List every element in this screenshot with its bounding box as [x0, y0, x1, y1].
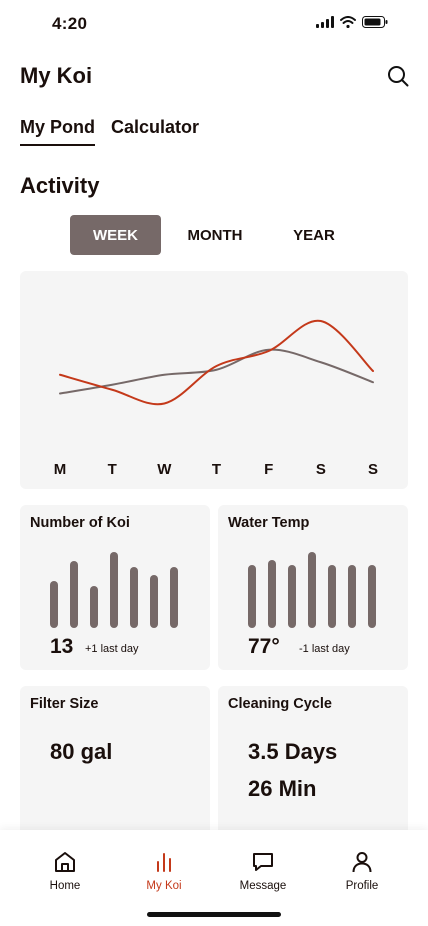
profile-icon [352, 852, 372, 873]
nav-profile[interactable]: Profile [322, 850, 402, 892]
nav-home-label: Home [49, 880, 81, 892]
app-header: My Koi [20, 60, 410, 94]
stat-bar [170, 567, 178, 628]
x-tick-label: S [316, 461, 326, 478]
x-tick-label: T [108, 461, 117, 478]
cleaning-cycle-title: Cleaning Cycle [228, 696, 332, 712]
tab-my-pond[interactable]: My Pond [20, 114, 95, 146]
x-tick-label: F [264, 461, 273, 478]
nav-message[interactable]: Message [223, 850, 303, 892]
nav-my-koi[interactable]: My Koi [124, 850, 204, 892]
nav-home[interactable]: Home [25, 850, 105, 892]
home-icon [55, 852, 75, 872]
pond-tabs: My Pond Calculator [20, 114, 199, 146]
cleaning-minutes-value: 26 Min [248, 776, 317, 801]
stat-bar [130, 567, 138, 628]
nav-message-label: Message [239, 880, 287, 892]
nav-my-koi-label: My Koi [146, 880, 182, 892]
stat-bar [150, 575, 158, 628]
cleaning-days-value: 3.5 Days [248, 739, 338, 764]
koi-count-value: 13 [50, 635, 74, 658]
home-indicator [147, 912, 281, 917]
period-selector: WEEK MONTH YEAR [70, 215, 359, 255]
x-tick-label: T [212, 461, 221, 478]
tab-calculator[interactable]: Calculator [111, 117, 200, 137]
status-icons [316, 16, 388, 28]
wifi-icon [340, 16, 356, 28]
bottom-nav: Home My Koi Message Profile [0, 830, 428, 926]
nav-profile-label: Profile [345, 880, 379, 892]
stat-bar [288, 565, 296, 628]
stat-bar [368, 565, 376, 628]
bar-chart-icon [157, 853, 171, 872]
x-tick-label: S [368, 461, 378, 478]
filter-size-title: Filter Size [30, 696, 99, 712]
stat-bar [248, 565, 256, 628]
stat-bar [90, 586, 98, 628]
stat-bar [110, 552, 118, 628]
battery-icon [362, 16, 388, 28]
page-title: My Koi [20, 63, 93, 88]
stat-bar [308, 552, 316, 628]
stat-bar [348, 565, 356, 628]
x-tick-label: M [54, 461, 67, 478]
water-temp-delta: -1 last day [299, 643, 350, 655]
period-year-button[interactable]: YEAR [293, 226, 335, 244]
stat-bar [268, 560, 276, 628]
search-icon [388, 66, 409, 87]
koi-count-delta: +1 last day [85, 643, 139, 655]
koi-count-card[interactable]: Number of Koi 13 +1 last day [20, 505, 210, 670]
water-temp-value: 77° [248, 635, 280, 658]
period-week-button[interactable]: WEEK [70, 215, 161, 255]
status-time: 4:20 [52, 14, 88, 33]
status-bar: 4:20 [0, 0, 428, 48]
water-temp-title: Water Temp [228, 515, 310, 531]
stat-bar [70, 561, 78, 628]
cleaning-cycle-card[interactable]: Cleaning Cycle 3.5 Days 26 Min [218, 686, 408, 846]
series-line-gray [59, 348, 374, 395]
period-month-button[interactable]: MONTH [187, 226, 243, 244]
series-line-red [59, 319, 374, 406]
x-tick-label: W [157, 461, 172, 478]
search-button[interactable] [386, 64, 410, 88]
water-temp-card[interactable]: Water Temp 77° -1 last day [218, 505, 408, 670]
filter-size-card[interactable]: Filter Size 80 gal [20, 686, 210, 846]
stat-bar [50, 581, 58, 628]
filter-size-value: 80 gal [50, 739, 113, 764]
stat-bar [328, 565, 336, 628]
signal-icon [316, 16, 334, 28]
activity-title: Activity [20, 173, 100, 198]
message-icon [253, 853, 273, 871]
koi-count-title: Number of Koi [30, 515, 130, 531]
